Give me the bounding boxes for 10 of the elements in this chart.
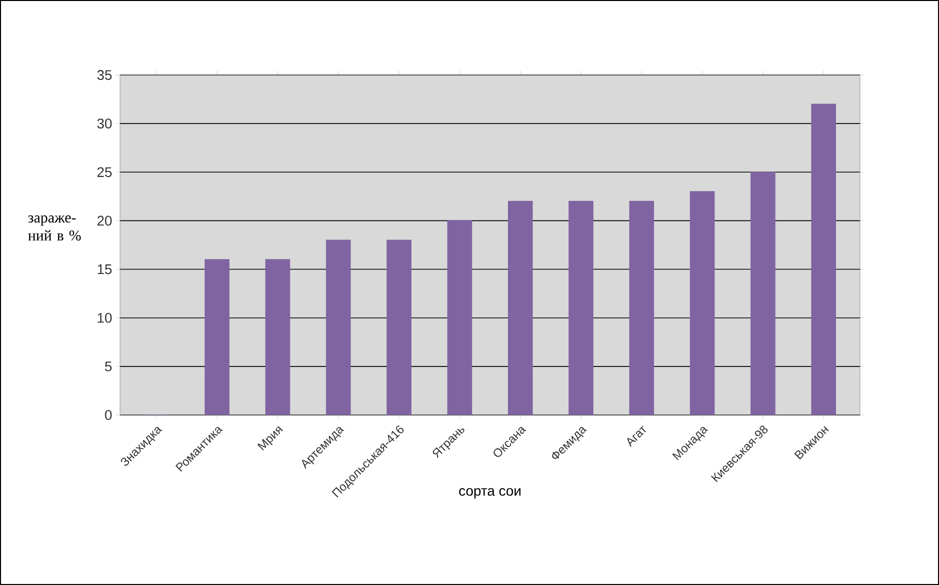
y-tick-label: 0 (105, 410, 112, 420)
y-tick-label: 25 (97, 167, 112, 178)
y-axis-title: зараже-ний в % (28, 215, 81, 241)
x-axis-title: сорта сои (459, 488, 520, 499)
y-tick-label: 20 (97, 216, 112, 226)
y-tick-label: 10 (98, 312, 112, 323)
y-tick-label: 5 (105, 362, 112, 372)
y-tick-label: 30 (97, 118, 112, 129)
y-tick-label: 35 (97, 70, 112, 80)
y-tick-label: 15 (98, 264, 112, 274)
